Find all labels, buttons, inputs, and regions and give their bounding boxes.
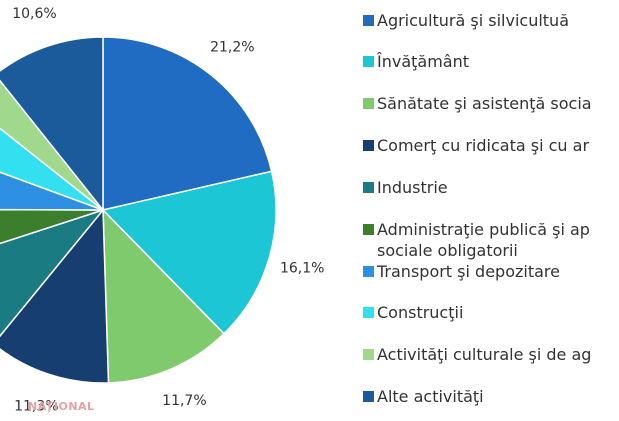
- pie-slice: [102, 208, 226, 384]
- legend-label: Învăţământ: [377, 52, 470, 71]
- pie-slice: [0, 207, 110, 384]
- data-label: 11,3%: [14, 399, 58, 415]
- pie-slice: [0, 208, 104, 245]
- data-label: 21,2%: [210, 40, 254, 56]
- legend-swatch: [363, 182, 374, 193]
- legend-swatch: [363, 266, 374, 277]
- legend-label: Agricultură şi silvicultuă: [377, 11, 569, 30]
- legend-label: Comerţ cu ridicata şi cu ar: [377, 136, 590, 155]
- legend-label: Sănătate şi asistenţă socia: [377, 94, 592, 113]
- legend: Agricultură şi silvicultuă Învăţământ Sănă…: [363, 0, 619, 421]
- watermark: NAȚIONAL: [28, 400, 95, 413]
- legend-swatch: [363, 391, 374, 402]
- pie-slice: [102, 36, 273, 211]
- legend-swatch: [363, 224, 374, 235]
- data-label: 11,7%: [162, 393, 206, 409]
- legend-label: Administraţie publică şi ap sociale obli…: [377, 220, 590, 260]
- legend-swatch: [363, 140, 374, 151]
- legend-label: Alte activităţi: [377, 387, 484, 406]
- legend-label: Construcţii: [377, 303, 464, 322]
- legend-swatch: [363, 98, 374, 109]
- legend-label: Transport şi depozitare: [377, 262, 560, 281]
- pie-slice: [0, 208, 106, 338]
- legend-label: Industrie: [377, 178, 448, 197]
- pie-slice: [101, 170, 277, 335]
- legend-swatch: [363, 56, 374, 67]
- legend-swatch: [363, 349, 374, 360]
- legend-swatch: [363, 15, 374, 26]
- data-label: 10,6%: [12, 6, 56, 22]
- legend-swatch: [363, 307, 374, 318]
- data-label: 16,1%: [280, 260, 324, 276]
- pie-slice: [0, 36, 104, 213]
- legend-label: Activităţi culturale şi de ag: [377, 345, 592, 364]
